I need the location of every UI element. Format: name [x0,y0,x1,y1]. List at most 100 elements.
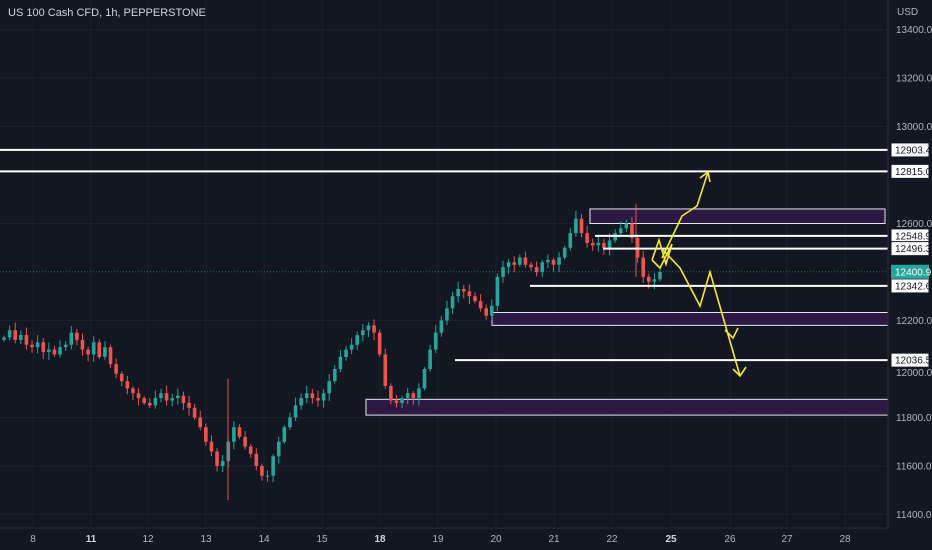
price-tick: 13400.0 [896,25,932,36]
candle-body [243,436,247,447]
candle-body [159,393,163,399]
candle-body [47,349,51,353]
time-label: 15 [316,534,328,545]
time-axis[interactable]: 8 11 12 13 14 15 18 19 20 21 22 25 26 27 28 [0,527,888,545]
candle-body [590,242,595,246]
candle-body [557,257,561,265]
candle-body [473,296,477,302]
time-label: 28 [839,534,851,545]
candle-body [293,405,298,418]
candle-body [119,373,124,382]
candle-body [97,342,102,357]
levels [0,148,888,362]
candle-body [372,325,376,333]
candle-body [349,344,354,350]
time-label: 14 [258,534,270,545]
candle-body [125,381,130,389]
candle-body [574,218,578,234]
time-label: 20 [490,534,502,545]
candle-body [316,398,320,401]
candle-body [400,398,404,403]
zone-rect [365,398,889,416]
candle-body [411,393,416,399]
time-label: 25 [665,534,677,545]
price-tick: 13200.0 [896,74,932,85]
candle-body [646,276,651,282]
candle-body [450,296,455,309]
candle-body [80,339,85,350]
price-tick: 11600.0 [896,462,932,473]
candle-body [338,356,343,369]
candle-body [585,233,589,243]
price-axis[interactable]: 13400.0 13200.0 13000.0 12600.0 12200.0 11800… [887,0,932,550]
candle-body [433,332,438,350]
candle-body [467,291,472,297]
current-price-label: 12400.9 [895,267,932,278]
candle-body [237,427,242,437]
candle-body [181,395,186,403]
price-tick: 11800.0 [896,413,932,424]
level-label-box [890,142,930,158]
time-label: 18 [374,534,386,545]
candle-body [41,342,46,353]
candle-body [355,335,360,345]
level-label: 12903.4 [895,145,932,156]
candle-body [417,388,421,399]
candle-body [58,347,62,355]
candle-body [176,395,180,399]
candle-body [361,330,365,336]
candle-body [422,369,427,389]
candle-body [24,335,29,345]
candle-body [192,407,197,418]
candle-body [495,276,500,306]
candle-body [288,417,292,428]
time-label: 22 [606,534,618,545]
candle-body [478,301,483,309]
price-tick: 12600.0 [896,219,932,230]
candle-body [321,393,326,401]
candle-body [366,325,371,331]
currency-label: USD [897,7,919,18]
candle-body [630,223,634,239]
candle-body [63,344,68,348]
candle-body [136,393,141,399]
level-label-box [890,241,930,257]
level-label: 12815.0 [895,167,932,178]
candle-body [512,262,517,265]
candle-body [377,332,382,355]
arrow-mid-head [724,327,739,340]
symbol-title[interactable]: US 100 Cash CFD, 1h, PEPPERSTONE [8,7,206,19]
current-price-badge [891,264,929,279]
candle-body [220,461,225,466]
candle-body [501,267,505,277]
candle-body [153,398,158,406]
candle-body [624,223,629,229]
candle-body [596,242,601,246]
arrow-up-head [699,170,711,183]
projection-down-path [662,249,741,377]
arrow-down-head [732,366,747,378]
time-label: 27 [781,534,793,545]
candle-body [383,354,388,386]
price-tick: 12200.0 [896,316,932,327]
candle-body [551,259,556,265]
candle-body [389,385,393,401]
candle-body [147,402,152,406]
candle-body [579,218,584,234]
candle-body [282,427,287,442]
time-label: 26 [724,534,736,545]
candle-body [170,398,175,401]
candle-body [215,451,219,466]
candle-body [232,427,236,442]
level-label-box [890,163,930,179]
candle-body [7,330,12,338]
candle-body [327,381,331,394]
candle-body [91,342,96,355]
candle-body [19,335,23,340]
candle-body [86,349,90,355]
candle-body [428,349,432,369]
candle-body [641,257,645,277]
time-label: 19 [432,534,444,545]
